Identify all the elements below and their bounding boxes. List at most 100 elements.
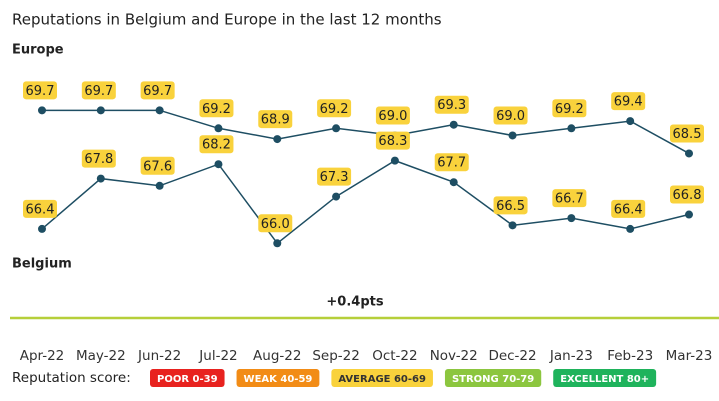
series-label: Belgium — [12, 257, 72, 272]
value-label: 69.0 — [496, 109, 525, 124]
value-label: 67.8 — [84, 152, 113, 167]
point — [449, 178, 458, 187]
point — [390, 156, 399, 165]
point — [273, 135, 282, 144]
legend-badge — [331, 369, 433, 387]
value-label-bg — [670, 124, 704, 143]
value-label: 67.7 — [437, 156, 466, 171]
point — [567, 214, 576, 223]
value-label: 67.6 — [143, 159, 172, 174]
x-tick-label: Jun-22 — [137, 348, 181, 364]
legend-label: WEAK 40-59 — [244, 374, 313, 385]
value-label: 66.8 — [673, 188, 702, 203]
value-label: 69.2 — [320, 102, 349, 117]
x-tick-label: Nov-22 — [430, 348, 478, 364]
value-label-bg — [552, 189, 587, 208]
value-label: 66.5 — [496, 199, 525, 214]
point — [155, 106, 164, 115]
value-label: 68.2 — [202, 138, 231, 153]
value-label: 66.4 — [614, 202, 643, 217]
point — [567, 124, 576, 133]
annotation: +0.4pts — [326, 295, 383, 310]
value-label: 69.7 — [143, 84, 172, 99]
value-label-bg — [493, 106, 528, 125]
legend-badge — [150, 369, 225, 387]
value-label-bg — [552, 99, 587, 118]
legend-label: STRONG 70-79 — [452, 374, 534, 385]
value-label-bg — [493, 196, 528, 215]
value-label: 68.9 — [261, 113, 290, 128]
value-label-bg — [434, 95, 469, 114]
point — [96, 174, 105, 183]
value-label: 69.7 — [84, 84, 113, 99]
value-label-bg — [317, 99, 352, 118]
value-label: 68.3 — [378, 134, 407, 149]
point — [626, 224, 635, 233]
value-label-bg — [611, 92, 646, 111]
point — [508, 131, 517, 140]
point — [38, 106, 46, 115]
value-label-bg — [199, 135, 234, 154]
legend-title: Reputation score: — [12, 370, 131, 386]
x-tick-label: May-22 — [76, 348, 126, 364]
legend-label: EXCELLENT 80+ — [560, 374, 649, 385]
legend-badge — [236, 369, 320, 387]
value-label-bg — [375, 106, 410, 125]
point — [273, 239, 282, 248]
value-label: 67.3 — [320, 170, 349, 185]
value-label-bg — [434, 153, 469, 172]
x-tick-label: Oct-22 — [372, 348, 417, 364]
legend-item: STRONG 70-79 — [444, 369, 542, 387]
value-label-bg — [258, 110, 293, 129]
point — [685, 210, 693, 219]
legend-label: POOR 0-39 — [157, 374, 218, 385]
value-label: 69.0 — [378, 109, 407, 124]
value-label: 69.2 — [555, 102, 584, 117]
value-label-bg — [140, 81, 175, 100]
value-label-bg — [670, 185, 704, 204]
point — [214, 160, 223, 169]
value-label-bg — [81, 81, 116, 100]
value-label-bg — [258, 214, 293, 233]
legend-badge — [444, 369, 542, 387]
value-label-bg — [375, 131, 410, 150]
point — [332, 124, 341, 133]
point — [626, 117, 635, 126]
value-label-bg — [23, 199, 57, 218]
value-label: 69.2 — [202, 102, 231, 117]
x-tick-label: Jul-22 — [198, 348, 237, 364]
point — [685, 149, 693, 158]
point — [38, 224, 46, 233]
legend-item: EXCELLENT 80+ — [553, 369, 657, 387]
x-tick-label: Apr-22 — [20, 348, 65, 364]
series-line — [41, 159, 690, 245]
legend-label: AVERAGE 60-69 — [338, 374, 426, 385]
x-tick-label: Sep-22 — [312, 348, 360, 364]
x-tick-label: Dec-22 — [488, 348, 536, 364]
value-label: 66.0 — [261, 217, 290, 232]
point — [96, 106, 105, 115]
value-label: 68.5 — [673, 127, 702, 142]
value-label-bg — [611, 199, 646, 218]
legend-item: POOR 0-39 — [150, 369, 225, 387]
chart-title: Reputations in Belgium and Europe in the… — [12, 11, 442, 29]
value-label: 69.3 — [437, 98, 466, 113]
value-label-bg — [23, 81, 57, 100]
value-label-bg — [199, 99, 234, 118]
value-label-bg — [81, 149, 116, 168]
legend-item: AVERAGE 60-69 — [331, 369, 433, 387]
legend-item: WEAK 40-59 — [236, 369, 320, 387]
value-label-bg — [317, 167, 352, 186]
value-label: 66.4 — [26, 202, 55, 217]
value-label: 69.7 — [26, 84, 55, 99]
point — [155, 181, 164, 190]
point — [214, 124, 223, 133]
x-tick-label: Aug-22 — [253, 348, 301, 364]
value-label: 69.4 — [614, 95, 643, 110]
value-label-bg — [140, 156, 175, 175]
series-label: Europe — [12, 43, 64, 58]
series-line — [42, 109, 690, 155]
x-tick-label: Jan-23 — [549, 348, 593, 364]
